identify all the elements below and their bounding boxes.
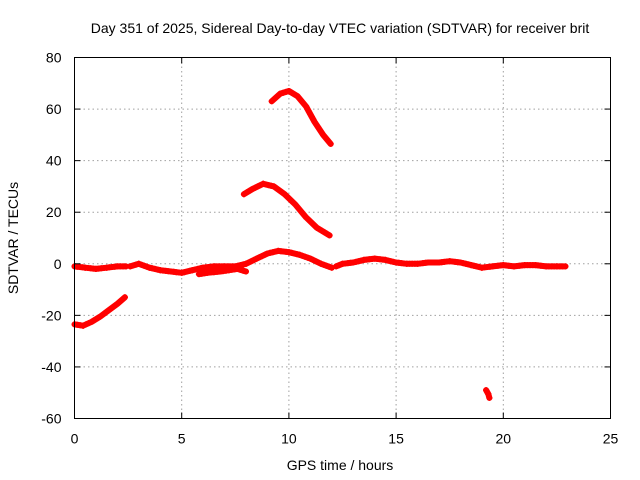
y-tick-label: 60	[46, 101, 62, 117]
data-series	[71, 88, 569, 401]
data-point	[326, 232, 333, 239]
trace-outlier	[483, 387, 493, 401]
x-tick-label: 5	[178, 431, 186, 447]
trace-secondary	[195, 265, 249, 278]
data-point	[562, 263, 569, 270]
gridlines	[74, 57, 611, 419]
trace-baseline-3	[333, 255, 569, 271]
data-point	[327, 140, 334, 147]
x-tick-label: 20	[496, 431, 512, 447]
data-point	[280, 89, 287, 96]
x-axis-label: GPS time / hours	[287, 457, 394, 473]
axis-ticks: 0 5 10 15 20 25 -60 -40 -20 0 20 40 60 80	[41, 50, 618, 447]
x-tick-label: 0	[71, 431, 79, 447]
data-point	[483, 387, 490, 394]
trace-low-ramp	[71, 294, 128, 329]
data-point	[133, 261, 139, 268]
y-tick-label: -40	[41, 359, 61, 375]
chart-title: Day 351 of 2025, Sidereal Day-to-day VTE…	[91, 20, 590, 36]
y-tick-label: -60	[41, 411, 61, 427]
data-point	[234, 265, 241, 272]
data-point	[127, 263, 134, 270]
data-point	[283, 88, 289, 95]
trace-mid-arc	[240, 180, 333, 239]
x-tick-label: 25	[603, 431, 619, 447]
data-point	[333, 263, 340, 270]
y-tick-label: 20	[46, 204, 62, 220]
y-tick-label: 0	[54, 256, 62, 272]
trace-high-arc	[268, 88, 334, 147]
plot-frame	[74, 57, 611, 419]
y-axis-label: SDTVAR / TECUs	[5, 182, 21, 294]
trace-baseline-2	[127, 247, 335, 276]
data-point	[130, 262, 137, 269]
y-tick-label: 40	[46, 153, 62, 169]
data-point	[485, 391, 492, 397]
data-point	[237, 266, 244, 273]
data-point	[243, 268, 249, 275]
x-tick-label: 15	[388, 431, 404, 447]
data-point	[277, 90, 284, 97]
trace-baseline-1	[71, 263, 129, 272]
data-point	[121, 294, 128, 301]
data-point	[486, 394, 493, 401]
data-point	[240, 267, 247, 274]
x-tick-label: 10	[281, 431, 297, 447]
data-point	[336, 262, 343, 269]
y-tick-label: 80	[46, 50, 62, 66]
y-tick-label: -20	[41, 307, 61, 323]
